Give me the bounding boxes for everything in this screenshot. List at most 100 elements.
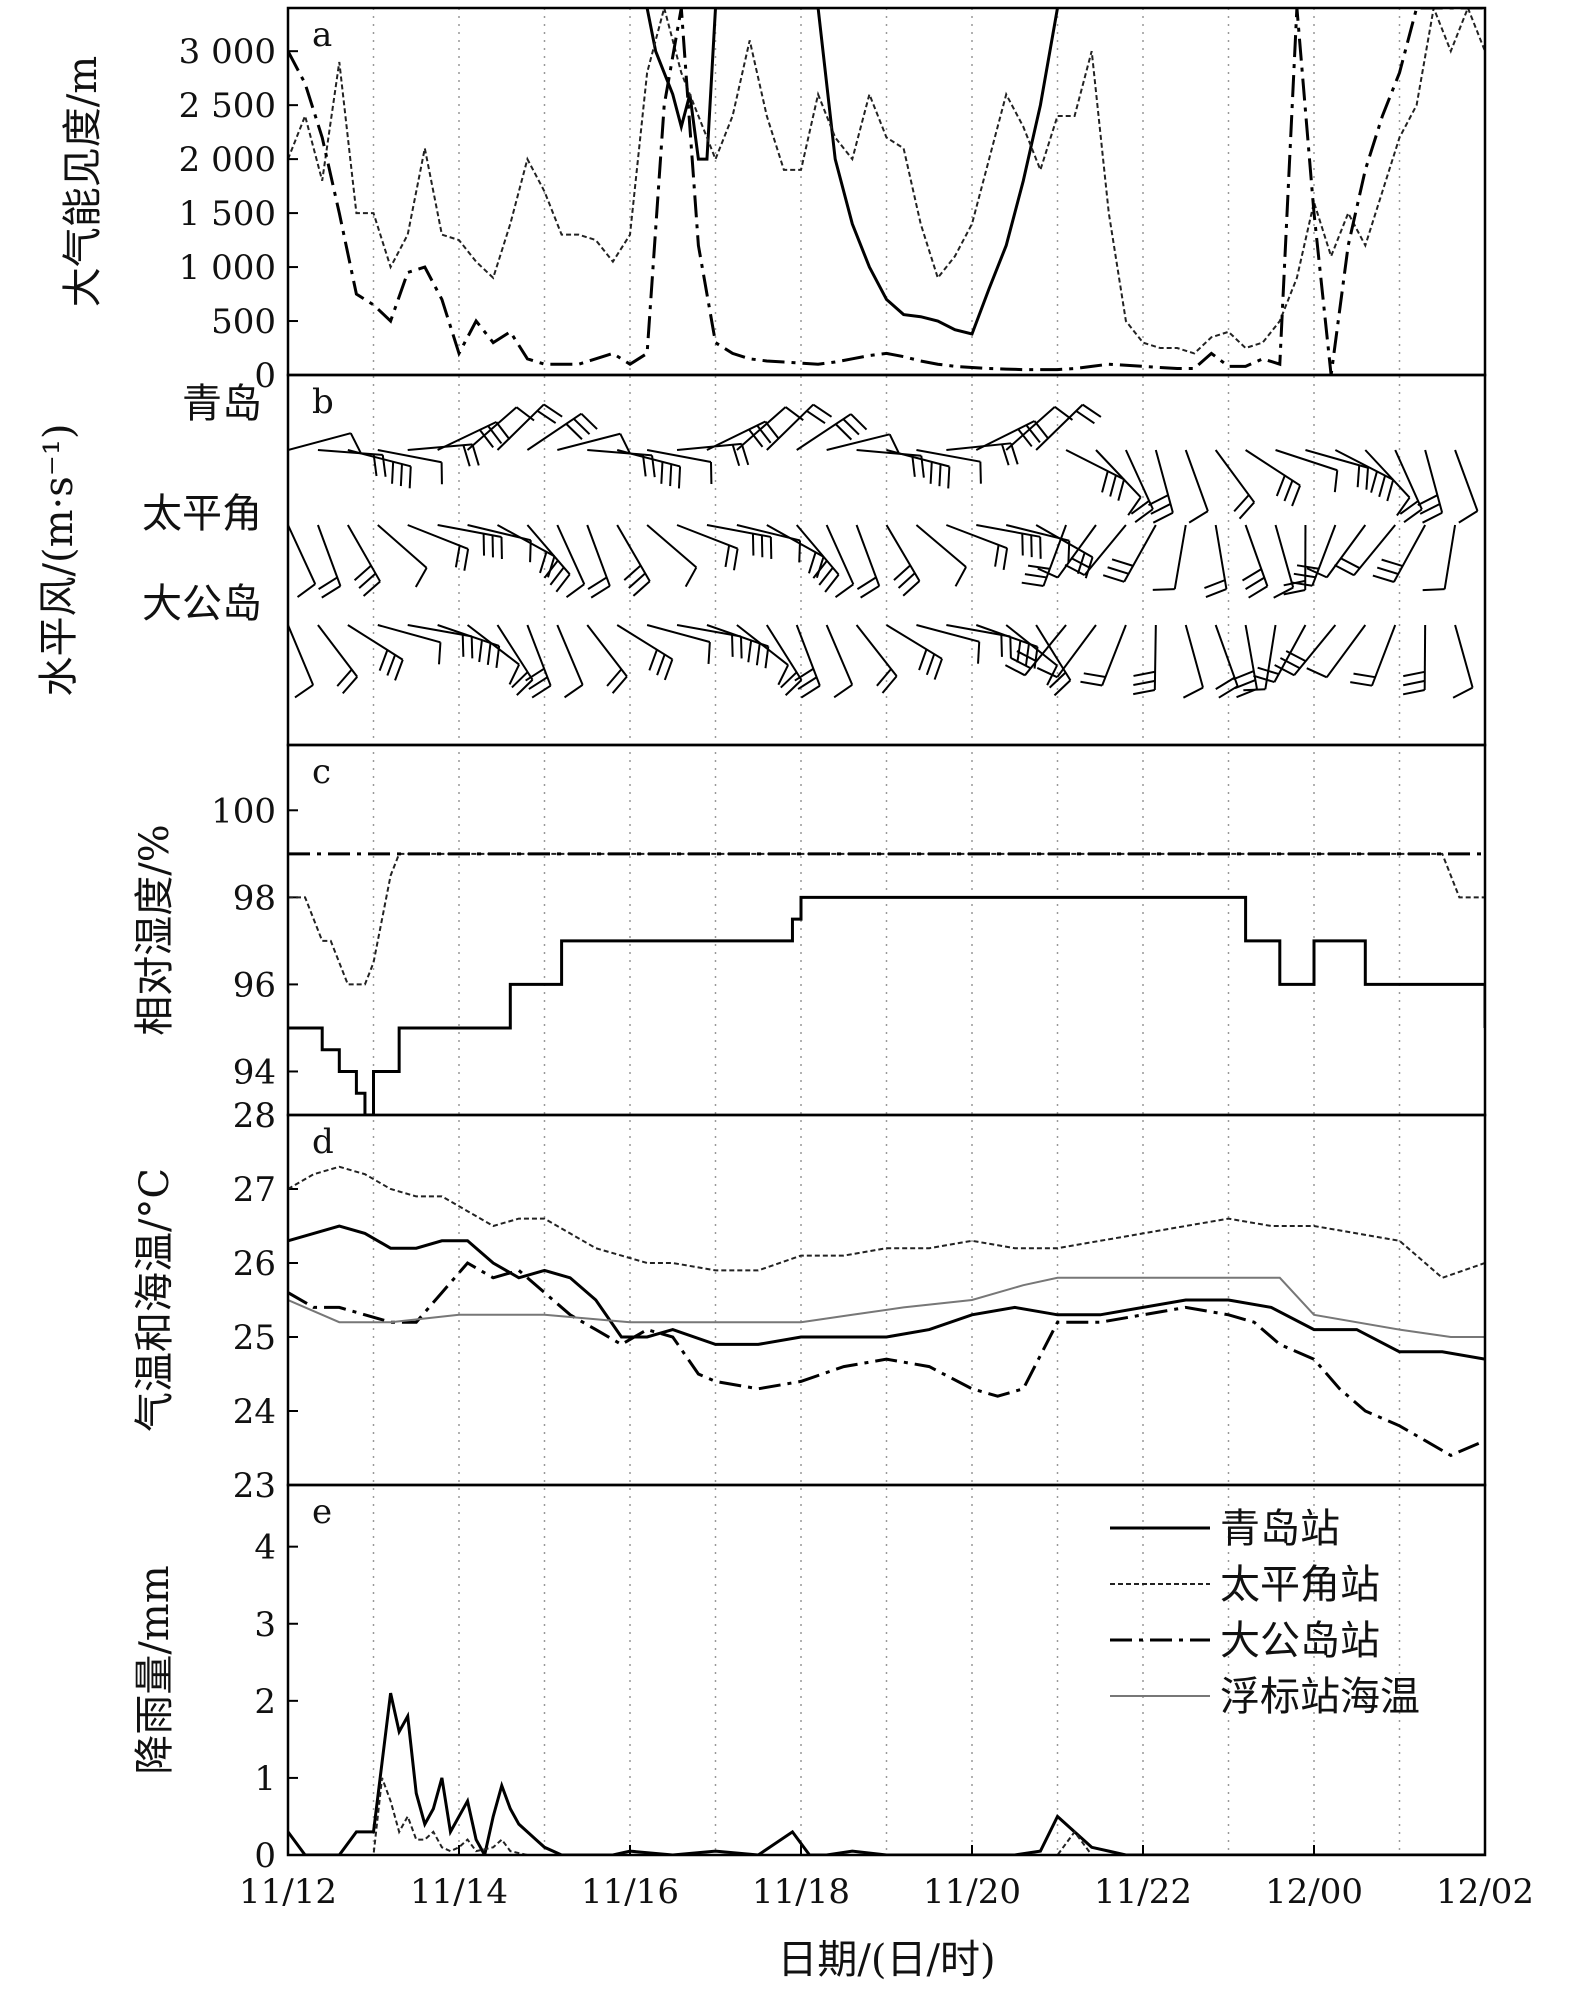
wind-barb-feather xyxy=(1083,672,1106,679)
wind-barb-shaft xyxy=(586,624,628,678)
wind-barb-shaft xyxy=(916,624,980,643)
wind-barb-feather xyxy=(1296,564,1319,570)
wind-barb-shaft xyxy=(706,524,772,538)
wind-barb-shaft xyxy=(796,413,852,451)
wind-barb-feather xyxy=(806,410,826,425)
series-line-dashed xyxy=(288,8,1485,355)
panel-a: a 大气能见度/m 0 500 1 000 1 500 2 000 2 500 3 000 xyxy=(60,8,1485,396)
wind-barb-feather xyxy=(812,403,833,418)
wind-barb-feather xyxy=(1075,410,1095,425)
wind-barb-feather xyxy=(747,640,753,663)
wind-barb-shaft xyxy=(855,624,898,677)
wind-barb-shaft xyxy=(766,524,824,558)
wind-barb-feather xyxy=(660,461,664,484)
wind-barb-shaft xyxy=(825,624,854,686)
wind-barb-shaft xyxy=(1042,524,1067,587)
wind-barb-feather xyxy=(933,658,943,680)
wind-barb-feather xyxy=(1422,511,1443,524)
wind-barb-shaft xyxy=(377,449,442,464)
station-label: 太平角 xyxy=(142,491,262,537)
wind-barb-feather xyxy=(539,551,548,574)
wind-barb-shaft xyxy=(466,406,518,451)
wind-barb-shaft xyxy=(1305,449,1369,469)
wind-barb-feather xyxy=(1279,657,1301,670)
wind-barb-shaft xyxy=(1005,406,1056,451)
wind-barb-shaft xyxy=(826,433,890,451)
wind-barb-feather xyxy=(438,642,442,665)
legend-label: 浮标站海温 xyxy=(1220,1674,1420,1720)
y-tick-label: 3 000 xyxy=(179,32,276,72)
wind-barb-feather xyxy=(1133,670,1156,677)
wind-barb-feather xyxy=(677,466,682,489)
wind-barb-shaft xyxy=(317,449,383,456)
wind-barb-feather xyxy=(294,684,314,699)
wind-barb-feather xyxy=(479,429,494,448)
wind-barb-feather xyxy=(764,420,780,440)
wind-barb-shaft xyxy=(1274,524,1295,588)
wind-barb-feather xyxy=(1238,501,1255,520)
y-tick-label: 2 000 xyxy=(179,140,276,180)
series-line-dashdot xyxy=(288,1261,1485,1458)
wind-barb-feather xyxy=(850,413,868,431)
wind-barb-feather xyxy=(378,649,389,671)
wind-barb-shaft xyxy=(766,403,814,451)
wind-barb-feather xyxy=(549,566,565,586)
wind-barb-shaft xyxy=(945,524,1008,550)
wind-barb-feather xyxy=(1422,588,1445,592)
wind-barb-shaft xyxy=(616,624,673,661)
wind-barb-shaft xyxy=(736,624,789,666)
wind-barb-feather xyxy=(860,585,880,599)
wind-barb-shaft xyxy=(1264,624,1277,690)
wind-barb-feather xyxy=(341,676,358,695)
wind-barb-feather xyxy=(929,461,933,484)
wind-barb-feather xyxy=(888,433,901,455)
y-tick-label: 0 xyxy=(254,356,276,396)
wind-barb-feather xyxy=(1283,480,1294,502)
wind-barb-feather xyxy=(1293,572,1316,579)
wind-barb-shaft xyxy=(1275,449,1338,472)
wind-barb-feather xyxy=(1024,643,1030,666)
wind-barb-feather xyxy=(543,559,559,579)
series-line-dashed xyxy=(288,1777,1485,1855)
wind-barb-shaft xyxy=(587,449,653,457)
wind-barb-shaft xyxy=(1214,449,1256,503)
wind-barb-shaft xyxy=(526,524,571,575)
wind-barb-feather xyxy=(1037,567,1059,579)
wind-barb-shaft xyxy=(586,524,611,587)
wind-barb-feather xyxy=(876,668,892,687)
wind-barb-shaft xyxy=(976,524,1041,538)
wind-barb-feather xyxy=(1339,557,1361,570)
y-tick-label: 3 xyxy=(254,1605,276,1645)
wind-barb-feather xyxy=(731,634,734,657)
wind-barb-feather xyxy=(478,639,483,663)
x-axis: 11/12 11/14 11/16 11/18 11/20 11/22 12/00 12/02… xyxy=(239,1845,1534,1983)
wind-barb-feather xyxy=(531,684,552,699)
wind-barb-feather xyxy=(321,585,341,599)
wind-barb-shaft xyxy=(616,449,681,468)
y-tick-label: 24 xyxy=(233,1392,276,1432)
wind-barb-feather xyxy=(740,443,750,466)
wind-barb-shaft xyxy=(706,420,766,451)
wind-barb-shaft xyxy=(676,442,742,451)
wind-barb-feather xyxy=(800,684,821,699)
wind-barb-feather xyxy=(1117,479,1126,501)
series-line-solid xyxy=(288,1224,1485,1361)
wind-barb-feather xyxy=(1275,475,1286,497)
wind-barb-feather xyxy=(648,649,658,671)
wind-barb-feather xyxy=(1376,566,1399,575)
legend-label: 青岛站 xyxy=(1220,1506,1340,1552)
wind-barb-feather xyxy=(947,466,951,489)
wind-barb-feather xyxy=(1378,475,1387,498)
y-tick-label: 98 xyxy=(233,878,276,918)
wind-barb-feather xyxy=(454,545,461,568)
wind-barb-shaft xyxy=(1153,624,1157,691)
wind-barb-shaft xyxy=(288,524,317,585)
wind-barb-shaft xyxy=(1325,624,1367,678)
wind-barb-feather xyxy=(684,566,698,588)
wind-barb-shaft xyxy=(1394,449,1423,510)
wind-barb-shaft xyxy=(676,524,738,550)
wind-barb-feather xyxy=(511,671,529,689)
wind-barb-shaft xyxy=(616,524,651,582)
wind-barb-feather xyxy=(1205,588,1227,599)
wind-barb-shaft xyxy=(1035,403,1084,451)
